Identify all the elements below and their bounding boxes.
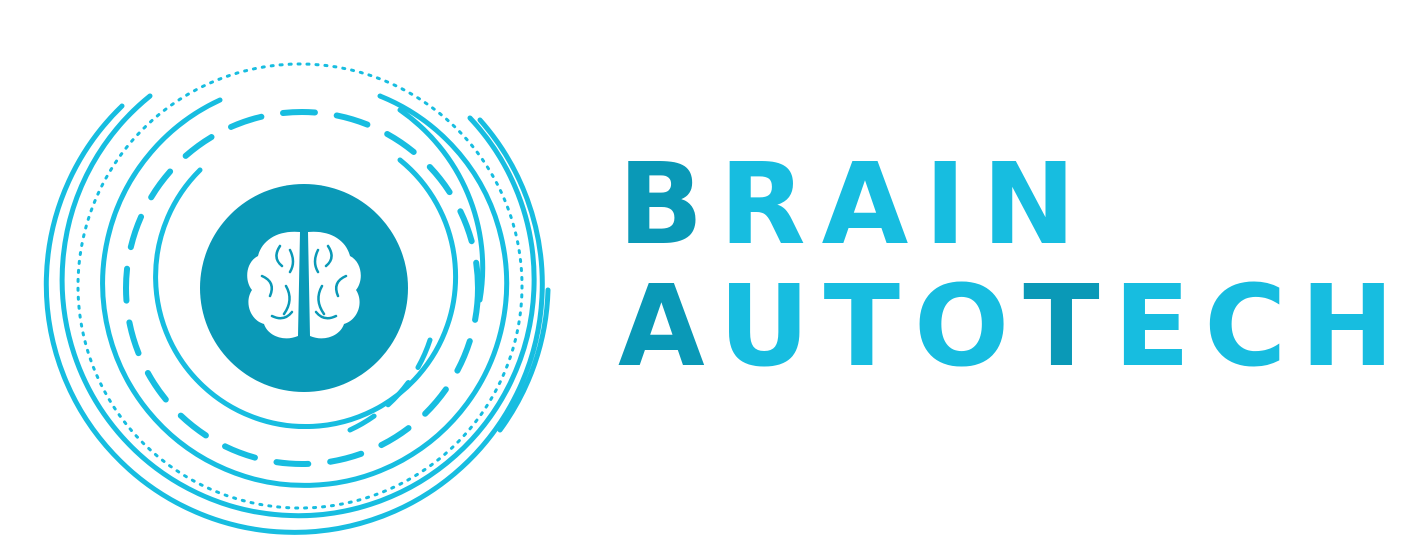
wordmark-letter-a: A xyxy=(821,140,925,270)
middle-ring-2 xyxy=(397,107,486,303)
brain-folds xyxy=(260,244,348,320)
dashed-ring xyxy=(123,109,481,467)
middle-ring xyxy=(100,93,510,488)
wordmark-letter-n: N xyxy=(981,140,1092,270)
wordmark-letter-t: T xyxy=(823,262,915,392)
outer-ring-arc xyxy=(43,103,545,535)
wordmark-letter-h: H xyxy=(1300,262,1409,392)
wordmark-letter-u: U xyxy=(718,262,824,392)
inner-ring-dash xyxy=(347,337,433,433)
outer-ring-arc-inner xyxy=(59,93,537,519)
wordmark-letter-r: R xyxy=(719,140,822,270)
outer-right-arc xyxy=(497,287,551,433)
logo-wordmark: BRAIN AUTOTECH xyxy=(618,140,1418,400)
wordmark-letter-o: O xyxy=(914,262,1024,392)
wordmark-letter-e: E xyxy=(1113,262,1205,392)
center-disc xyxy=(200,184,408,392)
wordmark-letter-a2: A xyxy=(618,262,719,392)
wordmark-line-brain: BRAIN xyxy=(618,140,1092,270)
wordmark-line-autotech: AUTOTECH xyxy=(618,262,1408,392)
logo-emblem xyxy=(43,62,551,535)
dotted-ring xyxy=(76,62,524,510)
wordmark-letter-i: I xyxy=(924,140,982,270)
wordmark-letter-c: C xyxy=(1204,262,1301,392)
wordmark-letter-t2: T xyxy=(1023,262,1114,392)
wordmark-letter-b: B xyxy=(618,140,720,270)
inner-ring xyxy=(153,157,459,430)
